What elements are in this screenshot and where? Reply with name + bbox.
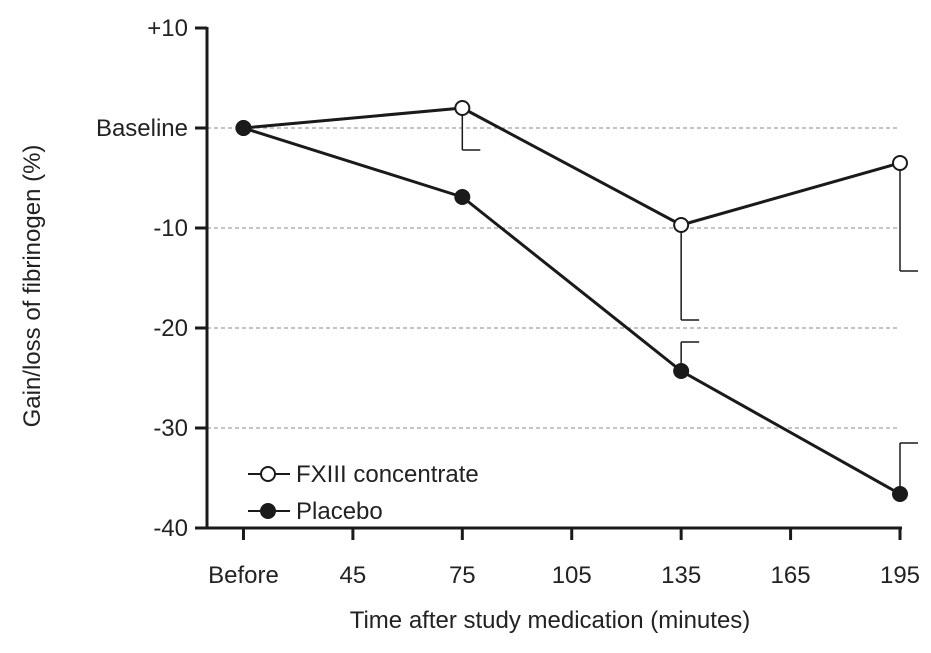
data-point-placebo bbox=[892, 486, 908, 502]
legend-item-fxiii: FXIII concentrate bbox=[248, 461, 479, 488]
x-tick-label: 45 bbox=[340, 562, 367, 589]
series-lines bbox=[243, 106, 901, 496]
x-tick-label: 135 bbox=[661, 562, 701, 589]
legend-marker-placebo bbox=[260, 503, 276, 519]
data-point-fxiii bbox=[892, 155, 908, 171]
legend-item-placebo: Placebo bbox=[248, 498, 383, 525]
y-tick-label: -10 bbox=[153, 215, 188, 242]
legend: FXIII concentrate Placebo bbox=[248, 461, 479, 525]
data-point-placebo bbox=[235, 120, 252, 136]
x-tick-label: 165 bbox=[771, 562, 811, 589]
legend-marker-fxiii bbox=[260, 466, 276, 482]
gridlines bbox=[207, 127, 900, 429]
y-tick-label: +10 bbox=[147, 15, 188, 42]
y-axis-title: Gain/loss of fibrinogen (%) bbox=[19, 145, 46, 428]
data-points bbox=[235, 100, 908, 502]
x-tick-label: Before bbox=[208, 562, 279, 589]
x-axis-title: Time after study medication (minutes) bbox=[350, 607, 751, 634]
y-tick-label: -20 bbox=[153, 315, 188, 342]
x-tick-label: 75 bbox=[449, 562, 476, 589]
legend-label-fxiii: FXIII concentrate bbox=[296, 461, 479, 488]
x-tick-label: 105 bbox=[552, 562, 592, 589]
y-tick-label: -30 bbox=[153, 415, 188, 442]
legend-label-placebo: Placebo bbox=[296, 498, 383, 525]
x-ticks: Before 45 75 105 135 165 195 bbox=[208, 528, 920, 589]
axes bbox=[205, 27, 902, 530]
data-point-fxiii bbox=[454, 100, 471, 116]
data-point-fxiii bbox=[673, 217, 690, 233]
error-bars bbox=[461, 108, 918, 494]
series-line-placebo bbox=[243, 126, 901, 496]
data-point-placebo bbox=[454, 189, 471, 205]
y-tick-label: Baseline bbox=[96, 115, 188, 142]
x-tick-label: 195 bbox=[880, 562, 920, 589]
data-point-placebo bbox=[673, 363, 690, 379]
series-line-fxiii bbox=[243, 106, 901, 227]
y-ticks: +10 Baseline -10 -20 -30 -40 bbox=[96, 15, 207, 542]
y-tick-label: -40 bbox=[153, 515, 188, 542]
